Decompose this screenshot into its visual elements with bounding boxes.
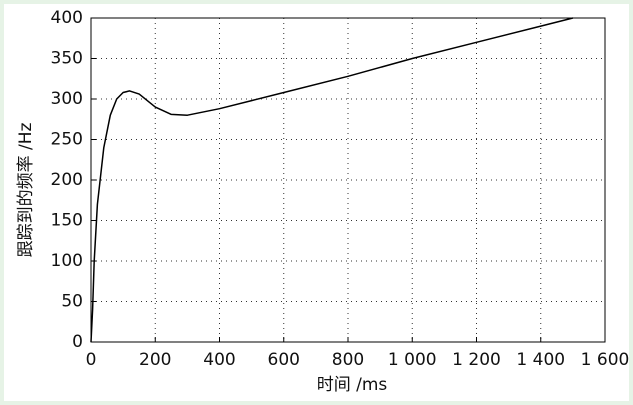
data-line xyxy=(90,17,574,343)
x-tick-label: 400 xyxy=(203,350,235,370)
y-tick-label: 200 xyxy=(51,170,83,190)
y-tick-label: 250 xyxy=(51,130,83,150)
x-tick-label: 1 000 xyxy=(388,350,437,370)
y-tick-label: 100 xyxy=(51,251,83,271)
y-tick-label: 50 xyxy=(61,292,83,312)
x-tick-label: 1 600 xyxy=(581,350,630,370)
x-tick-label: 800 xyxy=(332,350,364,370)
y-axis-label: 跟踪到的频率 /Hz xyxy=(16,123,36,258)
panel xyxy=(4,4,629,401)
plot-frame xyxy=(90,17,606,343)
x-tick-label: 0 xyxy=(86,350,97,370)
y-tick-label: 300 xyxy=(51,89,83,109)
x-tick-label: 1 400 xyxy=(516,350,565,370)
x-axis-label: 时间 /ms xyxy=(317,375,388,395)
y-tick-label: 350 xyxy=(51,49,83,69)
y-tick-label: 0 xyxy=(72,332,83,352)
x-tick-label: 1 200 xyxy=(452,350,501,370)
x-tick-label: 200 xyxy=(139,350,171,370)
y-tick-label: 400 xyxy=(51,8,83,28)
x-tick-label: 600 xyxy=(268,350,300,370)
y-tick-label: 150 xyxy=(51,211,83,231)
